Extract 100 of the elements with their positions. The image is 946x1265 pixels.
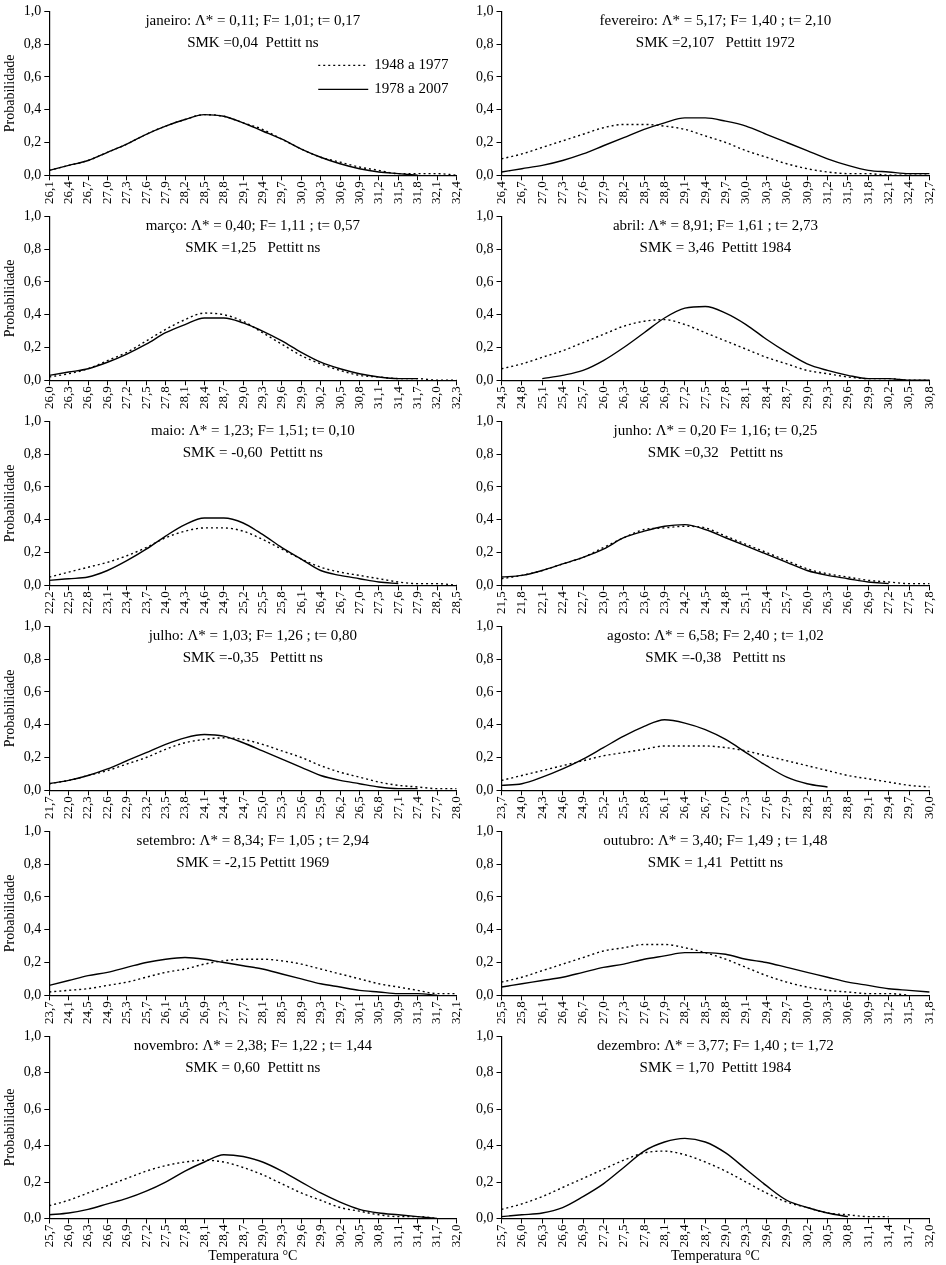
x-tick-label: 30,6 [778,180,794,204]
x-tick-label: 31,5 [389,181,405,204]
x-tick-label: 27,9 [655,1001,671,1024]
x-tick-label: 25,1 [533,386,549,409]
x-tick-label: 28,4 [757,385,773,409]
x-tick-label: 31,1 [389,1224,405,1248]
x-tick-label: 24,2 [676,591,692,614]
x-tick-label: 23,5 [157,796,173,819]
x-tick-label: 31,5 [839,181,855,204]
x-tick-label: 30,1 [350,1001,366,1024]
annotation: SMK = 1,70 Pettitt 1984 [639,1059,792,1076]
x-tick-label: 28,2 [798,796,814,819]
x-tick-label: 31,4 [409,1223,425,1248]
x-tick-label: 28,5 [818,796,834,819]
x-tick-label: 29,4 [696,180,712,204]
x-tick-label: 30,5 [900,386,916,409]
x-tick-label: 26,1 [157,1001,173,1024]
x-tick-label: 30,2 [312,386,328,409]
y-tick-label: 1,0 [23,823,42,839]
x-tick-label: 26,0 [798,591,814,614]
x-tick-label: 28,1 [176,386,192,409]
x-tick-label: 27,1 [389,796,405,819]
x-axis-title: Temperatura °C [208,1248,298,1264]
x-tick-label: 27,9 [594,181,610,204]
y-tick-label: 1,0 [23,208,42,224]
x-tick-label: 27,2 [676,386,692,409]
x-tick-label: 29,3 [253,386,269,409]
annotation: SMK = 1,41 Pettitt ns [647,854,784,871]
x-tick-label: 32,4 [447,180,463,204]
x-tick-label: 25,1 [737,591,753,614]
x-tick-label: 29,6 [292,1223,308,1248]
x-tick-label: 27,8 [176,1224,192,1248]
y-tick-label: 0,4 [476,511,494,527]
y-tick-label: 0,2 [476,544,494,560]
x-tick-label: 24,7 [234,795,250,819]
x-tick-label: 30,0 [920,796,936,819]
x-tick-label: 26,3 [79,1224,95,1248]
x-tick-label: 24,3 [176,591,192,614]
x-tick-label: 29,3 [737,1224,753,1248]
x-tick-label: 26,4 [492,180,508,204]
x-tick-label: 31,1 [859,1224,875,1248]
x-tick-label: 32,0 [447,1224,463,1248]
y-axis-title: Probabilidade [2,874,18,953]
y-tick-label: 1,0 [23,618,42,634]
y-tick-label: 0,0 [23,781,42,797]
x-tick-label: 30,6 [331,180,347,204]
x-tick-label: 30,2 [798,1224,814,1248]
x-tick-label: 29,4 [880,795,896,819]
y-tick-label: 0,6 [23,1100,42,1116]
x-tick-label: 25,4 [554,385,570,409]
x-tick-label: 27,0 [594,1001,610,1024]
x-tick-label: 26,4 [554,1000,570,1024]
x-tick-label: 30,5 [818,1224,834,1248]
x-tick-label: 25,0 [253,796,269,819]
x-tick-label: 28,5 [195,181,211,204]
x-tick-label: 29,7 [331,1000,347,1024]
x-tick-label: 30,5 [331,386,347,409]
x-tick-label: 25,5 [253,591,269,614]
x-tick-label: 32,4 [900,180,916,204]
x-tick-label: 30,0 [737,181,753,204]
y-tick-label: 0,6 [23,68,42,84]
y-tick-label: 0,0 [23,371,42,387]
annotation: maio: Λ* = 1,23; F= 1,51; t= 0,10 [150,422,355,439]
x-tick-label: 27,2 [880,591,896,614]
y-tick-label: 1,0 [23,3,42,19]
x-tick-label: 28,4 [676,1223,692,1248]
x-tick-label: 22,6 [98,795,114,819]
x-tick-label: 25,8 [273,591,289,614]
y-axis-title: Probabilidade [2,464,18,543]
y-tick-label: 0,0 [476,1210,494,1226]
annotation: setembro: Λ* = 8,34; F= 1,05 ; t= 2,94 [136,832,370,849]
y-tick-label: 0,2 [476,954,494,970]
x-tick-label: 22,2 [40,591,56,614]
y-tick-label: 0,2 [476,749,494,765]
x-tick-label: 30,9 [389,1001,405,1024]
y-axis-title: Probabilidade [2,259,18,338]
y-tick-label: 0,4 [476,1137,494,1153]
x-tick-label: 31,1 [370,386,386,409]
y-tick-label: 1,0 [476,413,494,429]
x-tick-label: 27,9 [778,796,794,819]
y-tick-label: 0,8 [476,35,494,51]
x-tick-label: 26,9 [574,1224,590,1248]
x-tick-label: 26,9 [655,386,671,409]
annotation: SMK = -2,15 Pettitt 1969 [176,854,330,871]
x-tick-label: 25,8 [513,1001,529,1024]
x-tick-label: 31,2 [880,1001,896,1024]
x-tick-label: 24,1 [195,796,211,819]
y-tick-label: 0,6 [23,478,42,494]
y-tick-label: 0,2 [23,1173,42,1189]
x-tick-label: 26,9 [118,1224,134,1248]
x-tick-label: 26,3 [60,386,76,409]
y-tick-label: 0,6 [476,478,494,494]
y-tick-label: 0,6 [23,683,42,699]
x-tick-label: 26,2 [331,796,347,819]
x-tick-label: 27,5 [900,591,916,614]
x-tick-label: 28,8 [655,181,671,204]
x-tick-label: 24,0 [157,591,173,614]
annotation: SMK = 0,60 Pettitt ns [185,1059,321,1076]
x-tick-label: 25,3 [273,796,289,819]
x-tick-label: 26,0 [594,386,610,409]
